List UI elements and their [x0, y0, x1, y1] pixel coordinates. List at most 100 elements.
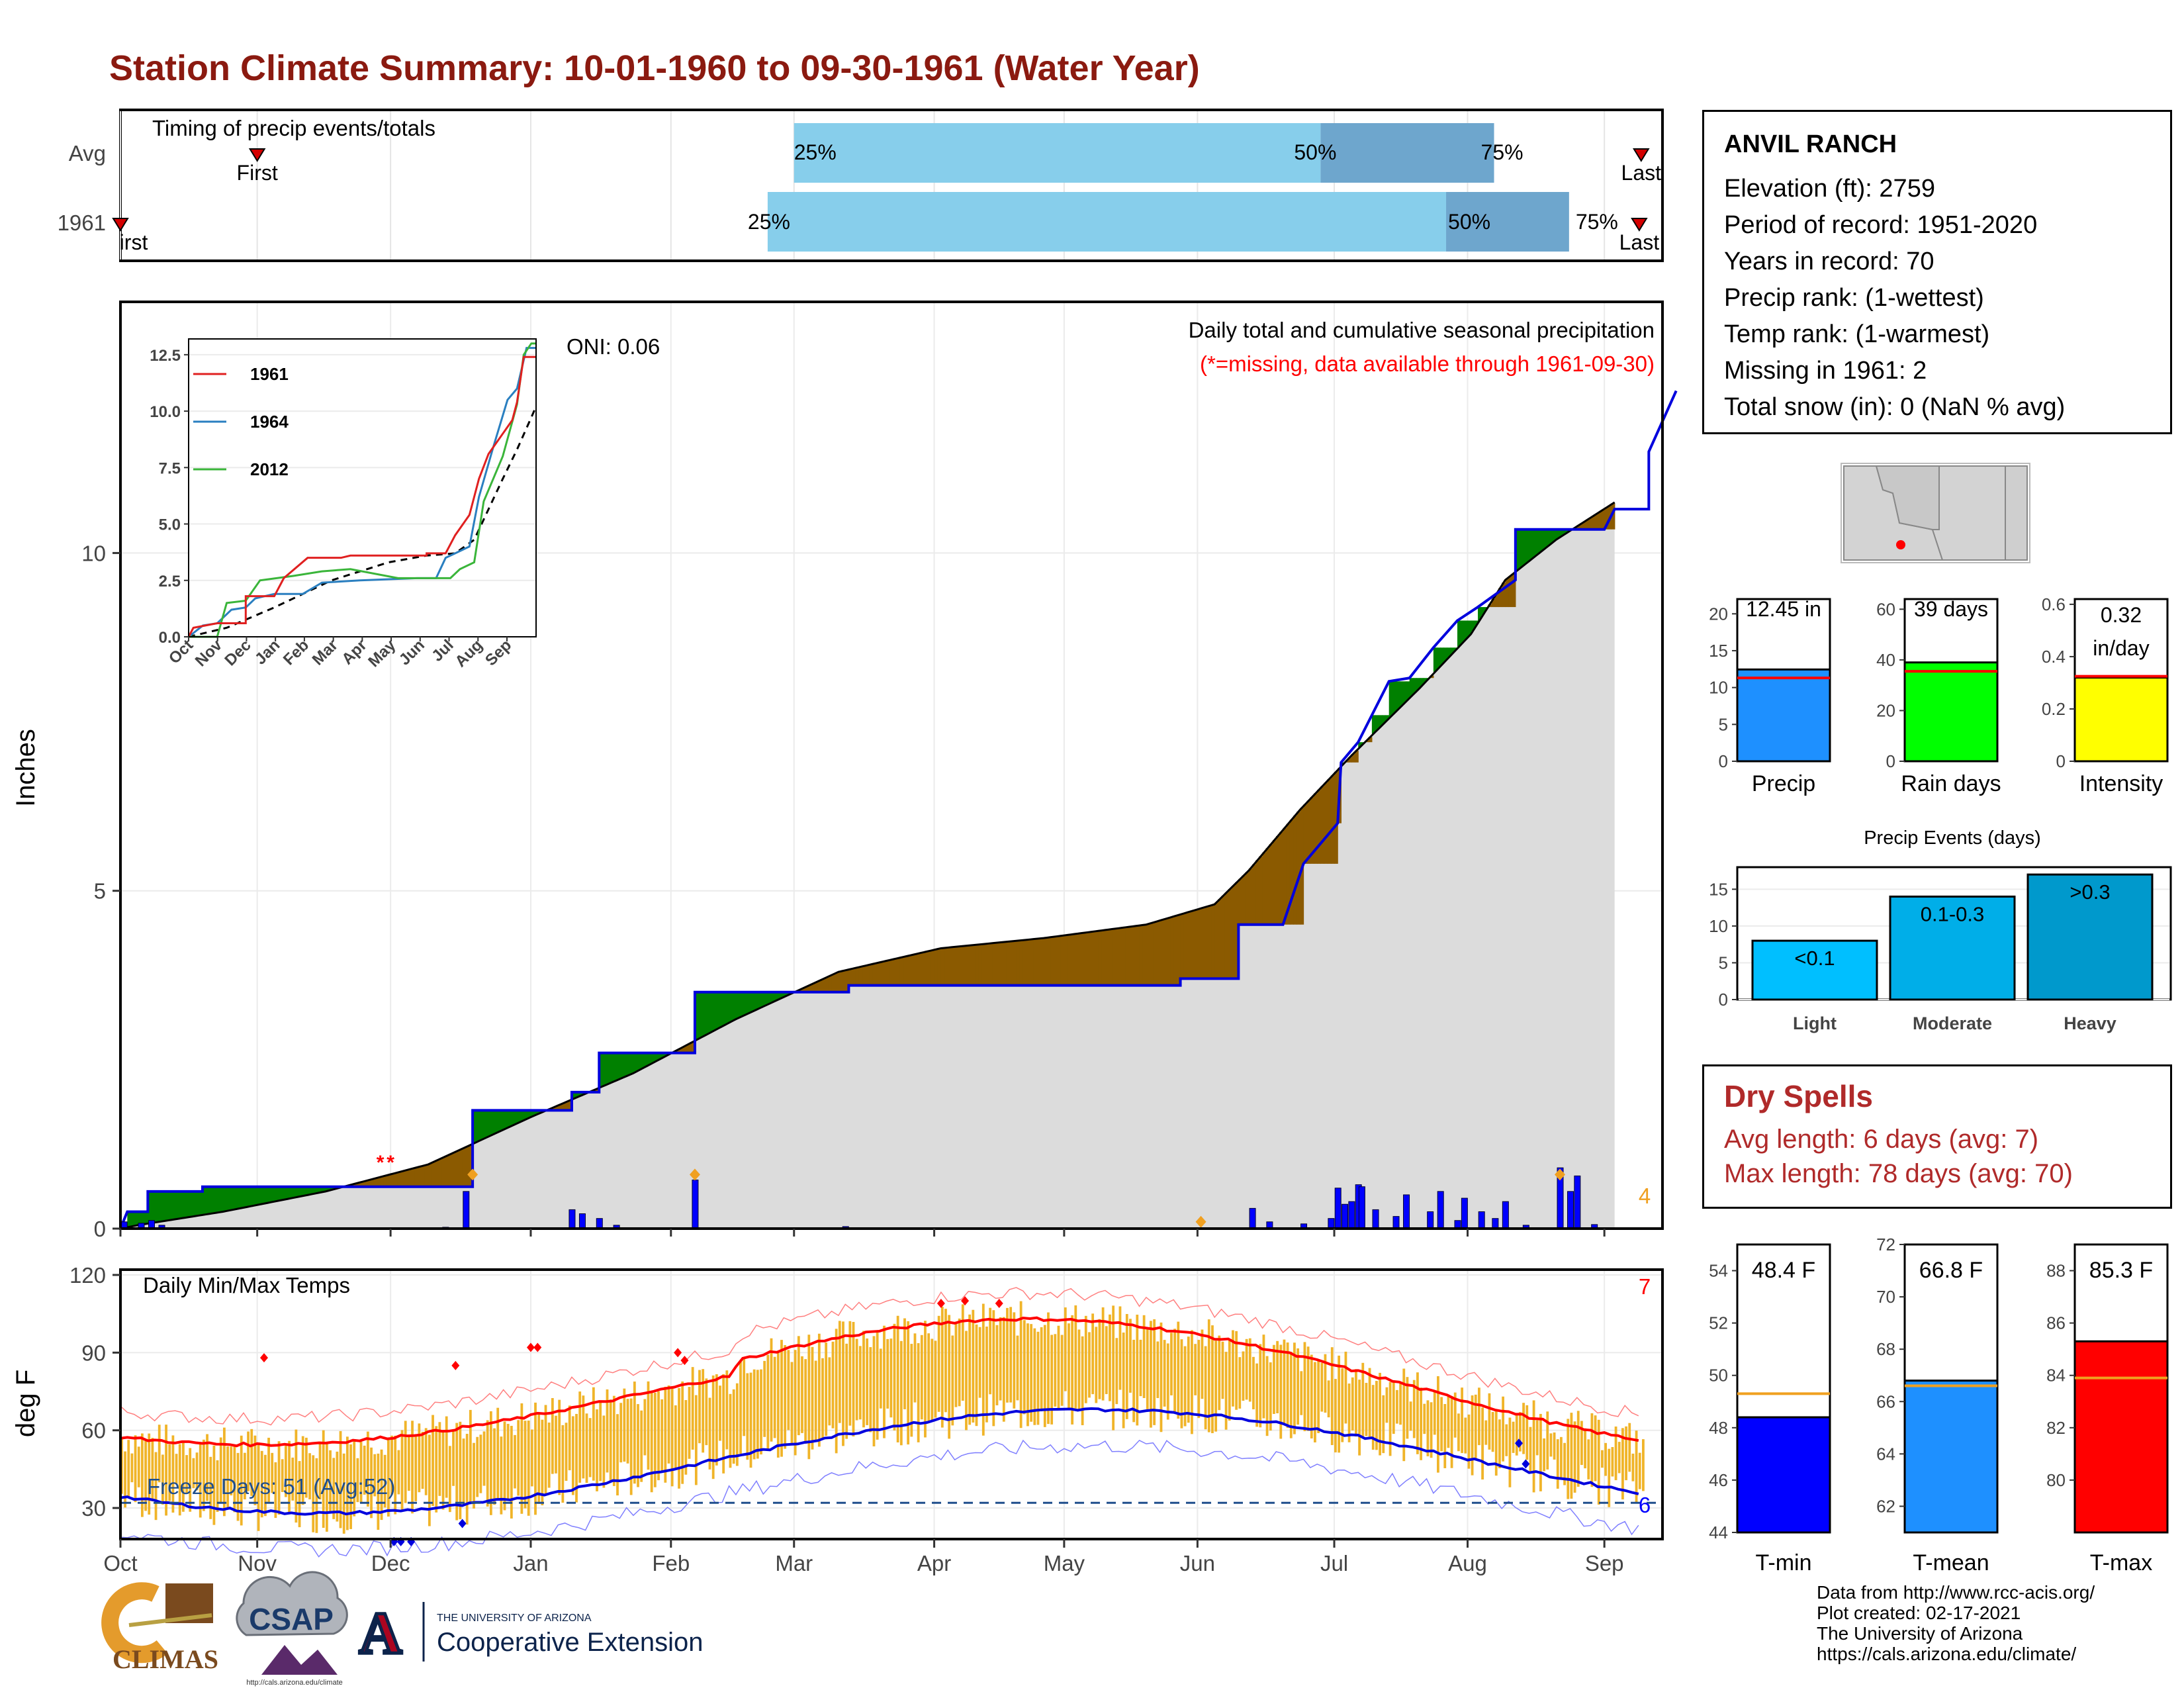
precip-deficit-fill: [1273, 840, 1277, 925]
daily-temp-bar: [1519, 1412, 1522, 1452]
daily-temp-bar: [1464, 1417, 1467, 1454]
daily-temp-bar: [821, 1358, 824, 1439]
precip-diff-fill: [185, 1191, 189, 1218]
precip-deficit-fill: [465, 1146, 470, 1187]
daily-temp-bar: [1194, 1344, 1197, 1395]
daily-temp-bar: [233, 1446, 236, 1513]
daily-temp-bar: [448, 1446, 451, 1513]
daily-temp-bar: [653, 1392, 657, 1487]
daily-temp-bar: [1543, 1438, 1545, 1472]
precip-deficit-fill: [424, 1164, 429, 1187]
temp-title: Daily Min/Max Temps: [143, 1273, 350, 1297]
daily-temp-bar: [1286, 1342, 1289, 1429]
precip-deficit-fill: [1040, 938, 1044, 986]
daily-temp-bar: [1245, 1338, 1248, 1400]
precip-deficit-fill: [1221, 896, 1226, 979]
daily-temp-bar: [571, 1416, 574, 1495]
daily-temp-bar: [1036, 1331, 1040, 1425]
daily-temp-bar: [1016, 1335, 1019, 1401]
temp-summary-tick-label: 44: [1709, 1523, 1728, 1542]
daily-temp-bar: [746, 1373, 749, 1460]
events-bar-label: >0.3: [2070, 880, 2110, 904]
daily-temp-bar: [288, 1440, 291, 1514]
precip-deficit-fill: [1177, 915, 1181, 986]
precip-diff-fill: [711, 992, 716, 1031]
precip-deficit-fill: [418, 1166, 422, 1187]
daily-temp-bar: [1207, 1319, 1210, 1432]
daily-temp-bar: [858, 1346, 862, 1420]
precip-deficit-fill: [414, 1167, 419, 1187]
precip-diff-fill: [719, 992, 723, 1027]
precip-diff-fill: [715, 992, 719, 1029]
precip-deficit-fill: [981, 944, 986, 986]
precip-deficit-fill: [561, 1103, 566, 1111]
daily-temp-bar: [670, 1388, 674, 1487]
daily-temp-bar: [257, 1442, 260, 1531]
precip-diff-fill: [1515, 529, 1520, 571]
precip-diff-fill: [154, 1191, 159, 1223]
avg-high-line: [120, 1316, 1639, 1448]
precip-deficit-fill: [1129, 926, 1133, 986]
daily-temp-bar: [801, 1356, 803, 1433]
precip-deficit-fill: [1262, 852, 1267, 925]
ua-logo: A THE UNIVERSITY OF ARIZONA Cooperative …: [357, 1599, 703, 1668]
daily-temp-bar: [869, 1347, 872, 1432]
daily-temp-bar: [500, 1436, 503, 1515]
precip-diff-fill: [599, 1053, 604, 1088]
precip-diff-fill: [243, 1186, 248, 1207]
daily-temp-bar: [725, 1370, 729, 1450]
record-high-marker: [680, 1356, 689, 1366]
precip-deficit-fill: [1136, 925, 1140, 986]
precip-deficit-fill: [838, 971, 842, 992]
daily-temp-bar: [585, 1413, 588, 1483]
precip-deficit-fill: [842, 970, 846, 992]
precip-deficit-fill: [462, 1148, 467, 1187]
precip-diff-fill: [281, 1186, 285, 1200]
daily-temp-bar: [222, 1427, 226, 1517]
daily-temp-bar: [1584, 1428, 1586, 1469]
precip-deficit-fill: [1368, 737, 1373, 743]
precip-diff-fill: [746, 992, 751, 1014]
daily-temp-bar: [1269, 1362, 1272, 1431]
daily-temp-bar: [896, 1315, 899, 1443]
daily-temp-bar: [318, 1441, 322, 1500]
precip-diff-fill: [1371, 715, 1376, 734]
daily-temp-bar: [1095, 1327, 1098, 1403]
daily-temp-bar: [989, 1307, 992, 1395]
daily-temp-bar: [828, 1357, 831, 1426]
precip-deficit-fill: [1355, 750, 1359, 763]
daily-temp-bar: [165, 1425, 167, 1516]
summary-bar-tick-label: 0: [1886, 751, 1895, 771]
precip-deficit-fill: [1601, 510, 1605, 530]
month-tick-label: Mar: [775, 1551, 813, 1575]
temp-ytick-label: 30: [81, 1496, 106, 1521]
precip-deficit-fill: [596, 1088, 600, 1092]
precip-diff-fill: [1385, 715, 1390, 721]
daily-temp-bar: [619, 1403, 623, 1463]
daily-precip-bar: [1478, 1211, 1485, 1229]
summary-bar-tick-label: 40: [1876, 650, 1895, 670]
precip-diff-fill: [1437, 647, 1441, 669]
precip-diff-fill: [643, 1053, 648, 1067]
precip-diff-fill: [271, 1186, 275, 1202]
precip-diff-fill: [650, 1053, 655, 1064]
station-precip-rank: Precip rank: (1-wettest): [1724, 284, 1984, 312]
daily-temp-bar: [551, 1398, 554, 1474]
daily-temp-bar: [144, 1439, 147, 1511]
daily-temp-bar: [407, 1436, 410, 1491]
daily-temp-bar: [383, 1454, 387, 1508]
summary-bar-tick-label: 0.6: [2042, 594, 2066, 614]
credits: Data from http://www.rcc-acis.org/ Plot …: [1817, 1582, 2095, 1664]
precip-deficit-fill: [968, 945, 973, 986]
precip-deficit-fill: [1180, 914, 1185, 979]
daily-temp-bar: [199, 1444, 202, 1518]
summary-bar-tick-label: 0.4: [2042, 647, 2066, 667]
daily-temp-bar: [944, 1309, 947, 1413]
precip-deficit-fill: [1276, 836, 1280, 925]
daily-temp-bar: [263, 1454, 267, 1517]
daily-temp-bar: [202, 1439, 205, 1511]
summary-bar: [2073, 677, 2169, 763]
daily-temp-bar: [643, 1399, 647, 1456]
temp-count-lo: 6: [1639, 1493, 1651, 1517]
daily-temp-bar: [1310, 1354, 1313, 1439]
